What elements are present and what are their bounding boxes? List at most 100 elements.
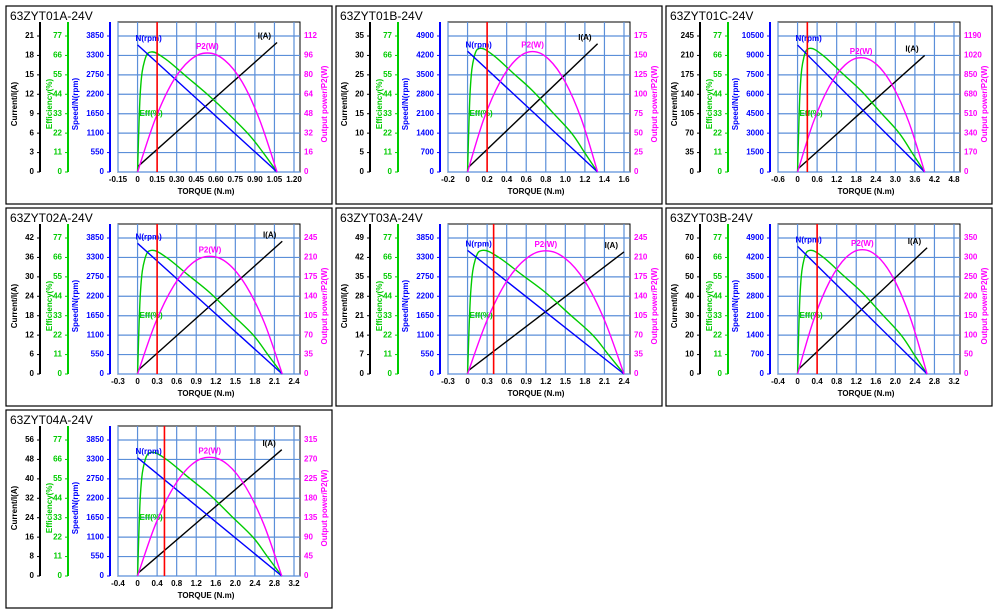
x-tick-label: 0.15 xyxy=(149,175,165,184)
y-tick-label: 10 xyxy=(355,128,364,137)
x-tick-label: 1.2 xyxy=(851,377,863,386)
curve-1 xyxy=(136,51,278,173)
y-tick-label: 66 xyxy=(53,253,62,262)
y-tick-label: 100 xyxy=(634,89,648,98)
x-tick-label: 0 xyxy=(465,175,470,184)
curve-label: Eff(%) xyxy=(140,513,163,522)
y-tick-label: 75 xyxy=(634,109,643,118)
y-axis-title: Speed/N(rpm) xyxy=(71,481,80,534)
y-tick-label: 11 xyxy=(54,350,63,359)
y-tick-label: 77 xyxy=(383,233,392,242)
chart-title: 63ZYT02A-24V xyxy=(10,211,93,225)
curve-label: P2(W) xyxy=(521,41,544,50)
y-tick-label: 175 xyxy=(634,31,648,40)
x-tick-label: 0.9 xyxy=(191,377,203,386)
y-tick-label: 55 xyxy=(383,272,392,281)
y-tick-label: 6 xyxy=(30,128,35,137)
y-tick-label: 135 xyxy=(304,513,318,522)
y-tick-label: 16 xyxy=(25,532,34,541)
y-tick-label: 4500 xyxy=(746,109,764,118)
y-tick-label: 14 xyxy=(355,330,364,339)
y-tick-label: 175 xyxy=(304,272,318,281)
y-tick-label: 0 xyxy=(100,571,105,580)
curve-label: I(A) xyxy=(905,45,919,54)
x-tick-label: 0.3 xyxy=(152,377,164,386)
y-tick-label: 66 xyxy=(383,51,392,60)
y-tick-label: 35 xyxy=(304,350,313,359)
chart-panel: 63ZYT01C-24V -0.6 0 0.6 1.2 1.8 2.4 3.0 3.6 4.2 4.… xyxy=(665,5,993,205)
y-tick-label: 3300 xyxy=(86,51,104,60)
y-tick-label: 170 xyxy=(964,148,978,157)
y-tick-label: 18 xyxy=(25,311,34,320)
y-axis-title: Efficiency(%) xyxy=(45,79,54,130)
curve-label: N(rpm) xyxy=(136,447,163,456)
curve-label: I(A) xyxy=(578,33,592,42)
y-tick-label: 550 xyxy=(91,148,105,157)
y-tick-label: 0 xyxy=(30,369,35,378)
y-tick-label: 700 xyxy=(751,350,765,359)
y-tick-label: 36 xyxy=(25,253,34,262)
curve-3 xyxy=(136,255,283,375)
curve-label: N(rpm) xyxy=(136,34,163,43)
y-tick-label: 4900 xyxy=(416,31,434,40)
x-tick-label: 2.4 xyxy=(249,579,261,588)
curve-2 xyxy=(137,457,283,577)
x-tick-label: 2.4 xyxy=(870,175,882,184)
chart-panel: 63ZYT03A-24V -0.3 0 0.3 0.6 0.9 1.2 1.5 1.8 2.1 2.… xyxy=(335,207,663,407)
y-tick-label: 30 xyxy=(25,272,34,281)
y-tick-label: 100 xyxy=(964,330,978,339)
y-tick-label: 20 xyxy=(685,330,694,339)
x-tick-label: 2.1 xyxy=(269,377,281,386)
y-tick-label: 44 xyxy=(713,89,722,98)
x-tick-label: 0.3 xyxy=(482,377,494,386)
x-tick-label: 3.6 xyxy=(909,175,921,184)
y-tick-label: 22 xyxy=(53,532,62,541)
x-tick-label: 0.4 xyxy=(152,579,164,588)
chart-panel: 63ZYT03B-24V -0.4 0 0.4 0.8 1.2 1.6 2.0 2.4 2.8 3.… xyxy=(665,207,993,407)
y-tick-label: 150 xyxy=(964,311,978,320)
curve-0 xyxy=(797,54,926,170)
x-tick-label: 0.75 xyxy=(228,175,244,184)
y-tick-label: 33 xyxy=(713,109,722,118)
y-tick-label: 1020 xyxy=(964,51,982,60)
x-tick-label: 2.4 xyxy=(288,377,300,386)
x-tick-label: 0.4 xyxy=(812,377,824,386)
y-tick-label: 64 xyxy=(304,89,313,98)
curve-0 xyxy=(137,41,278,168)
y-tick-label: 2200 xyxy=(86,291,104,300)
y-tick-label: 140 xyxy=(681,89,695,98)
y-tick-label: 30 xyxy=(355,51,364,60)
y-tick-label: 0 xyxy=(760,167,765,176)
curve-label: I(A) xyxy=(908,237,922,246)
x-tick-label: 2.1 xyxy=(599,377,611,386)
chart-title: 63ZYT04A-24V xyxy=(10,413,93,427)
x-tick-label: 1.4 xyxy=(599,175,611,184)
curve-label: Eff(%) xyxy=(470,109,493,118)
y-tick-label: 680 xyxy=(964,89,978,98)
y-axis-title: Speed/N(rpm) xyxy=(71,77,80,130)
y-tick-label: 33 xyxy=(53,513,62,522)
y-tick-label: 1650 xyxy=(86,109,104,118)
y-tick-label: 4200 xyxy=(746,253,764,262)
y-tick-label: 0 xyxy=(304,571,309,580)
y-tick-label: 112 xyxy=(304,31,317,40)
y-tick-label: 33 xyxy=(383,109,392,118)
y-tick-label: 66 xyxy=(53,51,62,60)
y-tick-label: 7500 xyxy=(746,70,764,79)
y-tick-label: 55 xyxy=(713,70,722,79)
x-tick-label: 0 xyxy=(135,377,140,386)
x-tick-label: 4.2 xyxy=(929,175,941,184)
y-tick-label: 6000 xyxy=(746,89,764,98)
x-tick-label: -0.3 xyxy=(111,377,125,386)
chart-title: 63ZYT01A-24V xyxy=(10,9,93,23)
curve-1 xyxy=(466,249,625,375)
y-tick-label: 2750 xyxy=(86,70,104,79)
y-axis-title: Current/I(A) xyxy=(10,485,19,530)
y-axis-title: Efficiency(%) xyxy=(375,79,384,130)
x-tick-label: 0 xyxy=(795,175,800,184)
y-tick-label: 70 xyxy=(304,330,313,339)
y-tick-label: 550 xyxy=(91,350,105,359)
curve-label: P2(W) xyxy=(850,47,873,56)
x-tick-label: 0.8 xyxy=(831,377,843,386)
chart-title: 63ZYT01C-24V xyxy=(670,9,753,23)
